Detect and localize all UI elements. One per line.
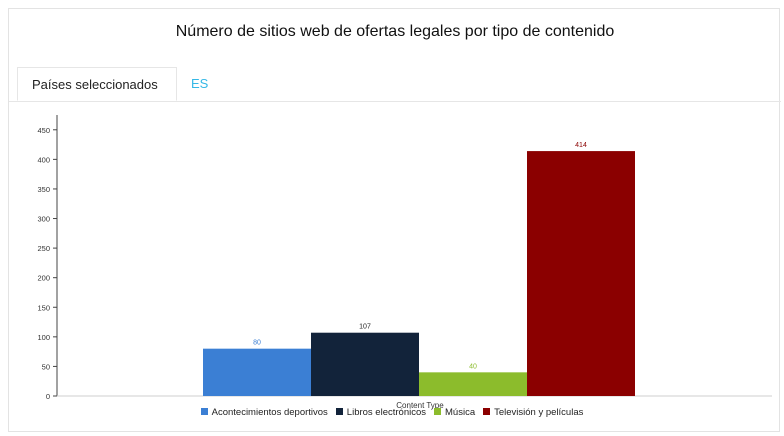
bar[interactable] [311,332,419,396]
y-tick-label: 350 [37,185,50,194]
legend-item[interactable]: Música [434,407,475,418]
page-title: Número de sitios web de ofertas legales … [175,23,615,40]
bar-labels: 80 107 40 414 [253,142,587,370]
legend-label: Televisión y películas [494,407,584,418]
y-tick-label: 450 [37,126,50,135]
y-tick-label: 100 [37,333,50,342]
y-tick-label: 0 [46,392,50,401]
y-tick-label: 300 [37,215,50,224]
tab-selected-countries[interactable]: Países seleccionados [17,67,177,101]
y-tick-label: 200 [37,274,50,283]
bar-value-label: 107 [359,324,371,331]
legend-label: Música [445,407,476,418]
y-tick-label: 150 [37,303,50,312]
bar[interactable] [419,372,527,396]
tab-es[interactable]: ES [191,76,209,91]
legend-item[interactable]: Libros electrónicos [335,407,427,418]
y-tick-label: 400 [37,155,50,164]
legend-label: Acontecimientos deportivos [211,407,328,418]
bar[interactable] [203,348,311,396]
legend-swatch [434,408,442,415]
tab-bar: Países seleccionados ES [9,67,781,102]
y-tick-label: 50 [42,362,50,371]
y-tick-label: 250 [37,244,50,253]
legend-swatch [335,408,343,415]
bar-value-label: 40 [469,363,477,370]
legend-label: Libros electrónicos [346,407,427,418]
legend-item[interactable]: Acontecimientos deportivos [200,407,328,418]
legend-swatch [200,408,208,415]
bar-value-label: 80 [253,340,261,347]
bar-value-label: 414 [575,142,587,149]
legend-item[interactable]: Televisión y películas [483,407,583,418]
legend: Acontecimientos deportivos Libros electró… [0,407,784,418]
bar[interactable] [527,151,635,396]
legend-swatch [483,408,491,415]
bars [203,151,635,396]
x-axis-label: Content Type [396,401,444,410]
